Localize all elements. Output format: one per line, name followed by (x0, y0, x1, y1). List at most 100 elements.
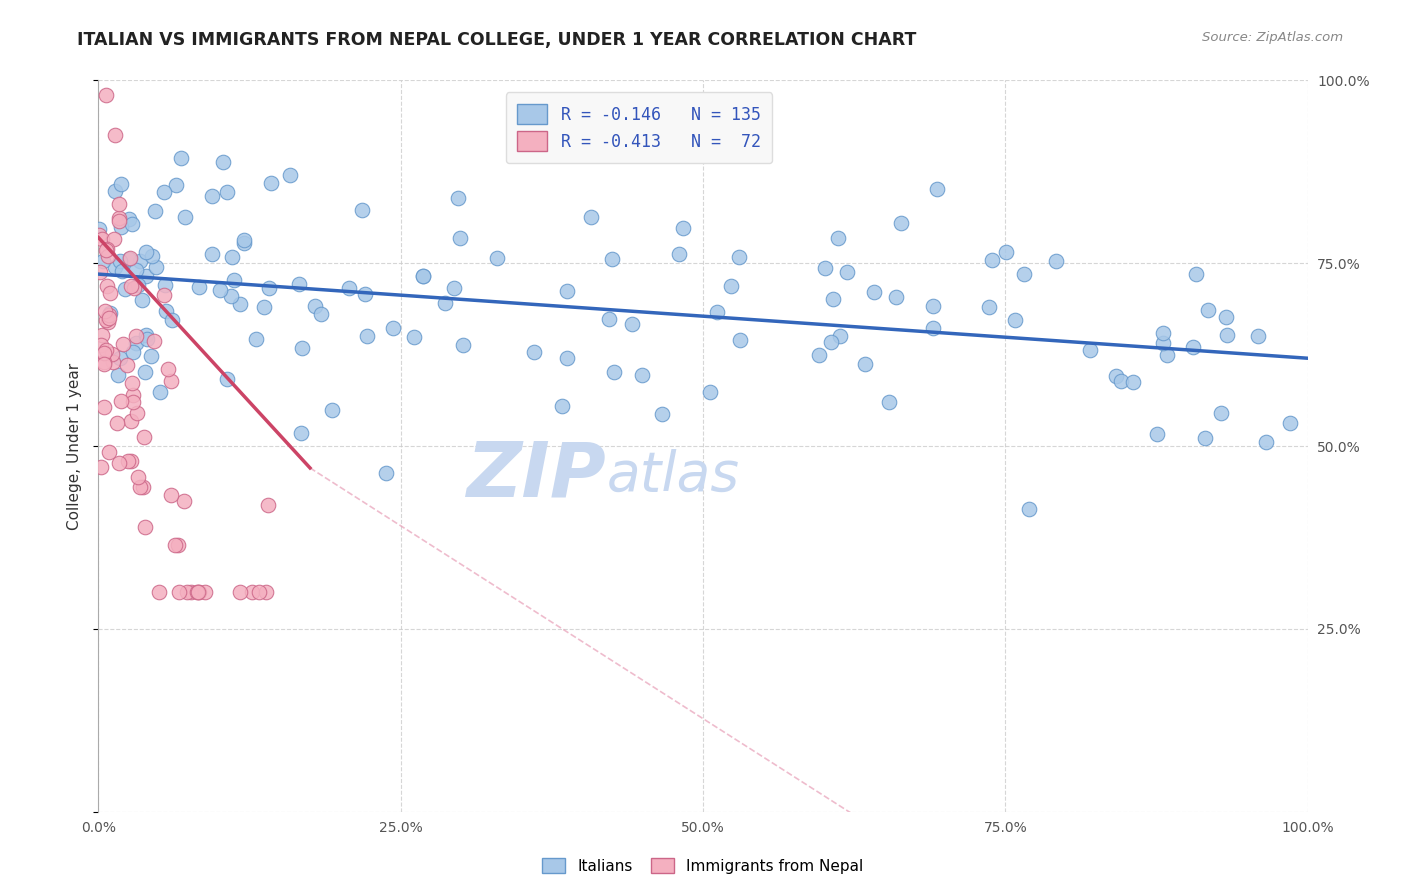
Point (91, 254, 114, 268)
Point (863, 285, 886, 299)
Point (321, 402, 343, 417)
Point (253, 301, 276, 315)
Point (1146, 426, 1168, 441)
Point (124, 263, 146, 277)
Point (163, 538, 186, 552)
Point (853, 357, 876, 371)
Point (143, 334, 166, 349)
Point (699, 385, 721, 400)
Point (288, 277, 311, 292)
Point (720, 279, 742, 293)
Point (125, 336, 148, 351)
Point (127, 278, 149, 293)
Point (1194, 431, 1216, 445)
Point (922, 321, 945, 335)
Point (1105, 368, 1128, 383)
Point (233, 233, 256, 247)
Point (94, 303, 117, 318)
Point (1211, 406, 1233, 420)
Point (165, 178, 187, 192)
Point (630, 368, 652, 383)
Point (105, 416, 128, 430)
Legend: Italians, Immigrants from Nepal: Italians, Immigrants from Nepal (536, 852, 870, 880)
Point (160, 488, 183, 502)
Point (110, 394, 132, 409)
Point (1247, 328, 1270, 343)
Point (104, 184, 127, 198)
Point (980, 252, 1002, 267)
Point (1278, 416, 1301, 430)
Point (291, 341, 314, 355)
Point (176, 585, 198, 599)
Point (551, 400, 574, 414)
Point (1156, 348, 1178, 362)
Point (98, 311, 121, 326)
Point (134, 430, 156, 444)
Point (1215, 310, 1237, 325)
Point (222, 273, 245, 287)
Point (486, 252, 509, 266)
Point (311, 307, 333, 321)
Point (217, 185, 239, 199)
Point (187, 585, 209, 599)
Point (1109, 374, 1132, 388)
Point (118, 252, 141, 266)
Point (451, 338, 474, 352)
Point (110, 178, 132, 192)
Point (103, 355, 125, 369)
Point (187, 585, 209, 599)
Point (91, 328, 114, 343)
Point (1152, 326, 1174, 340)
Point (1197, 303, 1219, 318)
Point (90, 337, 112, 351)
Point (1216, 328, 1239, 343)
Point (127, 470, 149, 484)
Point (94, 243, 117, 257)
Point (1045, 253, 1067, 268)
Point (830, 328, 852, 343)
Point (108, 211, 131, 225)
Point (555, 285, 578, 299)
Point (1078, 343, 1101, 357)
Point (228, 585, 250, 599)
Point (89, 265, 111, 279)
Point (201, 246, 224, 260)
Point (96, 279, 118, 293)
Point (135, 268, 157, 283)
Point (354, 286, 377, 301)
Text: atlas: atlas (606, 449, 740, 502)
Point (98, 285, 121, 300)
Point (221, 250, 243, 264)
Point (173, 494, 195, 508)
Point (114, 282, 136, 296)
Point (808, 348, 831, 362)
Point (122, 395, 145, 409)
Point (1152, 336, 1174, 351)
Point (132, 480, 155, 494)
Point (443, 281, 465, 295)
Point (143, 203, 166, 218)
Point (278, 169, 301, 183)
Point (135, 328, 157, 343)
Point (90, 232, 112, 246)
Point (104, 128, 127, 143)
Point (121, 376, 143, 390)
Point (97, 445, 120, 459)
Point (131, 293, 153, 308)
Point (90, 460, 112, 475)
Point (337, 280, 360, 294)
Point (145, 260, 167, 274)
Point (107, 456, 129, 470)
Point (128, 253, 150, 268)
Point (167, 538, 190, 552)
Point (141, 249, 163, 263)
Point (412, 268, 434, 283)
Point (651, 407, 673, 421)
Point (256, 498, 278, 512)
Point (153, 185, 176, 199)
Y-axis label: College, Under 1 year: College, Under 1 year (67, 362, 83, 530)
Point (890, 216, 912, 230)
Point (1182, 340, 1205, 354)
Point (820, 334, 842, 349)
Point (201, 189, 224, 203)
